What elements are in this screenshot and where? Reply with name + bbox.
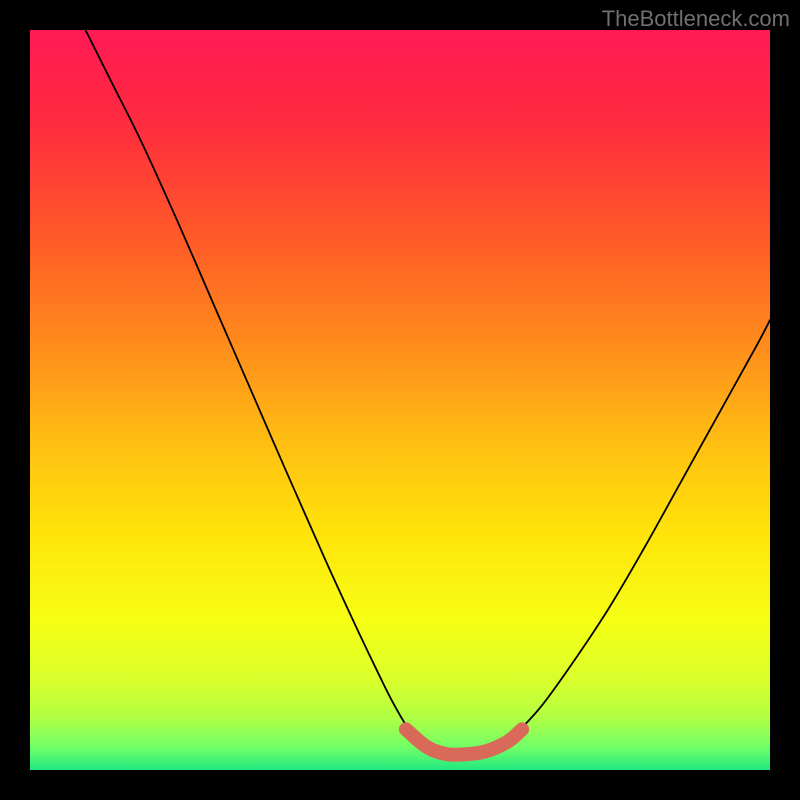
bottleneck-chart bbox=[30, 30, 770, 770]
watermark-label: TheBottleneck.com bbox=[602, 6, 790, 32]
chart-svg bbox=[30, 30, 770, 770]
